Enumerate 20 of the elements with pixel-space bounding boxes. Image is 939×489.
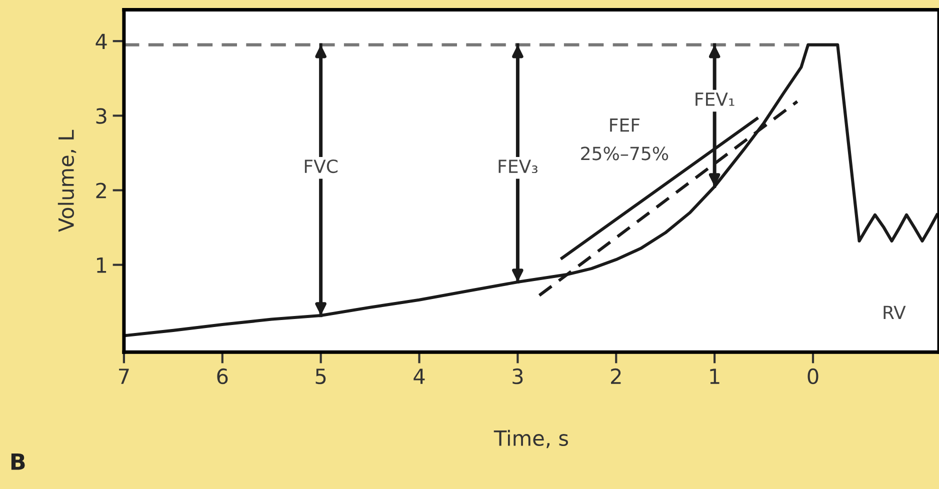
- x-tick-label: 4: [414, 368, 425, 384]
- x-tick-label: 6: [217, 368, 228, 384]
- x-tick-label: 3: [512, 368, 523, 384]
- annotation: FVC: [304, 159, 338, 174]
- y-tick-label: 3: [96, 108, 106, 124]
- x-tick-label: 5: [316, 368, 326, 384]
- x-tick-label: 2: [611, 368, 621, 384]
- annotation: FEV₃: [498, 160, 538, 174]
- annotation: FEV₁: [696, 92, 734, 106]
- x-tick-label: 7: [119, 368, 129, 384]
- x-tick-label: 1: [710, 368, 720, 384]
- x-axis-title: Time, s: [494, 430, 568, 448]
- y-tick-label: 4: [96, 34, 107, 50]
- x-tick-label: 0: [808, 368, 818, 384]
- annotation: RV: [884, 306, 906, 319]
- y-axis-title: Volume, L: [58, 130, 76, 232]
- y-tick-label: 1: [97, 258, 106, 273]
- text: B: [11, 454, 25, 470]
- y-tick-label: 2: [96, 182, 106, 198]
- annotation: FEF 25%–75%: [581, 118, 668, 160]
